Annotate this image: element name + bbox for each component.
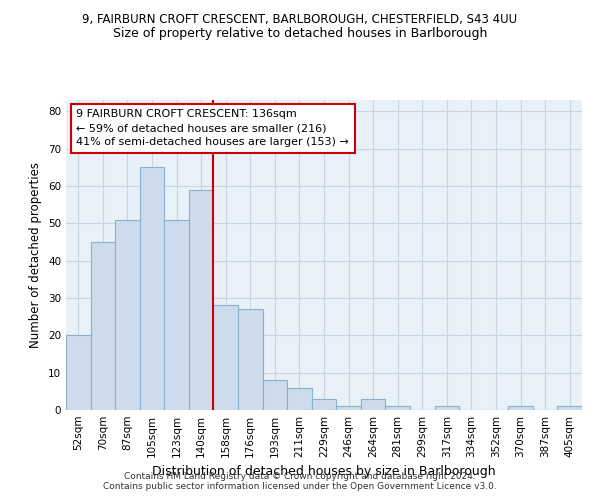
Bar <box>385 406 410 410</box>
Bar <box>164 220 189 410</box>
Bar <box>287 388 312 410</box>
Text: 9 FAIRBURN CROFT CRESCENT: 136sqm
← 59% of detached houses are smaller (216)
41%: 9 FAIRBURN CROFT CRESCENT: 136sqm ← 59% … <box>76 110 349 148</box>
Text: Contains public sector information licensed under the Open Government Licence v3: Contains public sector information licen… <box>103 482 497 491</box>
Bar <box>434 406 459 410</box>
Bar <box>115 220 140 410</box>
Text: Contains HM Land Registry data © Crown copyright and database right 2024.: Contains HM Land Registry data © Crown c… <box>124 472 476 481</box>
Text: 9, FAIRBURN CROFT CRESCENT, BARLBOROUGH, CHESTERFIELD, S43 4UU: 9, FAIRBURN CROFT CRESCENT, BARLBOROUGH,… <box>82 12 518 26</box>
Text: Size of property relative to detached houses in Barlborough: Size of property relative to detached ho… <box>113 28 487 40</box>
Bar <box>214 306 238 410</box>
Bar <box>91 242 115 410</box>
Bar <box>189 190 214 410</box>
Bar <box>238 309 263 410</box>
Y-axis label: Number of detached properties: Number of detached properties <box>29 162 43 348</box>
Bar <box>66 336 91 410</box>
Bar <box>312 399 336 410</box>
Bar <box>361 399 385 410</box>
X-axis label: Distribution of detached houses by size in Barlborough: Distribution of detached houses by size … <box>152 466 496 478</box>
Bar <box>508 406 533 410</box>
Bar <box>263 380 287 410</box>
Bar <box>140 167 164 410</box>
Bar <box>336 406 361 410</box>
Bar <box>557 406 582 410</box>
